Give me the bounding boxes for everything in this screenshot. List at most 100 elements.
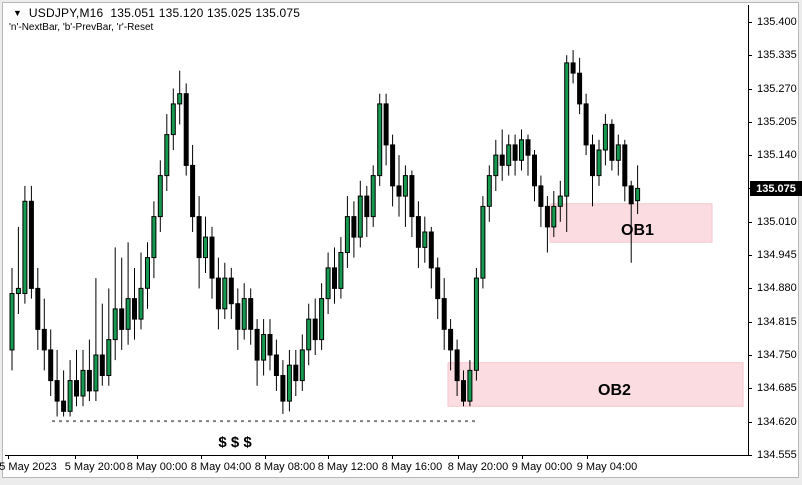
price-tick bbox=[748, 388, 752, 389]
symbol-timeframe-label: USDJPY,M16 bbox=[28, 6, 104, 20]
candle-bear bbox=[312, 318, 318, 341]
candle-bull bbox=[602, 123, 608, 151]
candle-bull bbox=[596, 149, 602, 177]
time-axis-label: 9 May 04:00 bbox=[576, 461, 638, 473]
price-tick bbox=[748, 355, 752, 356]
ohlc-values: 135.051 135.120 135.025 135.075 bbox=[110, 6, 301, 20]
candle-bull bbox=[635, 187, 641, 202]
candle-bull bbox=[9, 293, 15, 351]
candle-bull bbox=[67, 380, 73, 412]
price-tick bbox=[748, 255, 752, 256]
candle-bear bbox=[196, 216, 202, 259]
candle-bull bbox=[151, 216, 157, 259]
candle-bear bbox=[48, 349, 54, 382]
candle-bear bbox=[428, 231, 434, 269]
candle-bull bbox=[402, 175, 408, 197]
order-block-ob2[interactable] bbox=[447, 362, 744, 407]
candle-bull bbox=[299, 349, 305, 382]
candle-bear bbox=[332, 267, 337, 289]
candle-bear bbox=[415, 216, 421, 248]
candle-bear bbox=[99, 354, 105, 376]
candle-bear bbox=[35, 287, 41, 330]
candle-bear bbox=[74, 380, 79, 397]
candle-bull bbox=[370, 175, 376, 218]
candle-bear bbox=[248, 298, 254, 330]
candle-bull bbox=[422, 231, 428, 248]
time-tick bbox=[8, 456, 9, 459]
candle-bull bbox=[15, 287, 21, 294]
candle-bear bbox=[364, 195, 370, 218]
hotkeys-hint: 'n'-NextBar, 'b'-PrevBar, 'r'-Reset bbox=[9, 22, 154, 33]
candle-bull bbox=[261, 334, 267, 361]
candle-bull bbox=[519, 139, 524, 161]
price-tick bbox=[748, 222, 752, 223]
chart-header: ▼ USDJPY,M16 135.051 135.120 135.025 135… bbox=[13, 6, 300, 20]
time-tick bbox=[522, 456, 523, 459]
candle-bull bbox=[467, 369, 473, 402]
candle-bear bbox=[390, 144, 396, 187]
time-tick bbox=[137, 456, 138, 459]
candle-bull bbox=[241, 298, 247, 330]
price-axis-label: 134.945 bbox=[757, 249, 797, 261]
candle-bull bbox=[112, 308, 118, 341]
candle-bear bbox=[254, 328, 260, 361]
candle-bear bbox=[235, 303, 241, 330]
dollar-annotation: $ $ $ bbox=[218, 434, 252, 451]
candle-bull bbox=[93, 354, 99, 392]
price-tick bbox=[748, 455, 752, 456]
candle-bull bbox=[22, 200, 28, 294]
price-tick bbox=[748, 422, 752, 423]
candle-bear bbox=[132, 298, 137, 320]
candle-bear bbox=[441, 298, 447, 330]
price-axis-line bbox=[748, 5, 749, 456]
candle-bear bbox=[383, 103, 389, 146]
time-axis-label: 9 May 00:00 bbox=[511, 461, 573, 473]
candle-bear bbox=[28, 200, 34, 289]
candle-bull bbox=[164, 134, 170, 177]
candle-bear bbox=[209, 236, 215, 279]
time-axis-label: 8 May 08:00 bbox=[254, 461, 316, 473]
candle-bull bbox=[138, 287, 144, 320]
price-axis-label: 135.335 bbox=[757, 49, 797, 61]
candle-bull bbox=[177, 93, 183, 105]
candle-bull bbox=[557, 195, 563, 207]
candle-bear bbox=[41, 328, 47, 351]
time-axis-label: 8 May 04:00 bbox=[190, 461, 252, 473]
price-tick bbox=[748, 288, 752, 289]
candle-bull bbox=[170, 103, 176, 136]
candle-bull bbox=[306, 318, 312, 351]
candle-bear bbox=[351, 216, 357, 238]
candle-bear bbox=[538, 185, 544, 207]
candle-bear bbox=[409, 175, 415, 218]
time-axis-label: 5 May 2023 bbox=[0, 461, 57, 473]
price-tick bbox=[748, 322, 752, 323]
candle-bear bbox=[61, 400, 67, 412]
candle-bear bbox=[267, 334, 273, 356]
candle-bear bbox=[273, 354, 279, 376]
price-axis-label: 134.555 bbox=[757, 449, 797, 461]
candle-bull bbox=[325, 267, 331, 300]
candle-bull bbox=[357, 195, 363, 238]
candle-bull bbox=[106, 339, 112, 377]
time-tick bbox=[75, 456, 76, 459]
candle-bear bbox=[293, 364, 299, 382]
candle-bull bbox=[286, 364, 292, 402]
candle-bear bbox=[448, 328, 454, 351]
candle-bear bbox=[512, 144, 518, 161]
candle-bull bbox=[338, 252, 344, 289]
candle-bear bbox=[396, 185, 402, 197]
candlestick-chart[interactable]: OB1 OB2 $ $ $ bbox=[8, 5, 748, 455]
price-tick bbox=[748, 89, 752, 90]
candle-bear bbox=[190, 164, 196, 218]
price-axis-label: 135.270 bbox=[757, 83, 797, 95]
time-tick bbox=[392, 456, 393, 459]
time-axis-line bbox=[5, 455, 749, 456]
time-tick bbox=[328, 456, 329, 459]
candle-bear bbox=[577, 72, 583, 105]
current-price-tag: 135.075 bbox=[750, 181, 802, 196]
symbol-dropdown-icon[interactable]: ▼ bbox=[13, 7, 22, 18]
candle-bear bbox=[499, 154, 505, 166]
price-tick bbox=[748, 122, 752, 123]
price-tick bbox=[748, 22, 752, 23]
